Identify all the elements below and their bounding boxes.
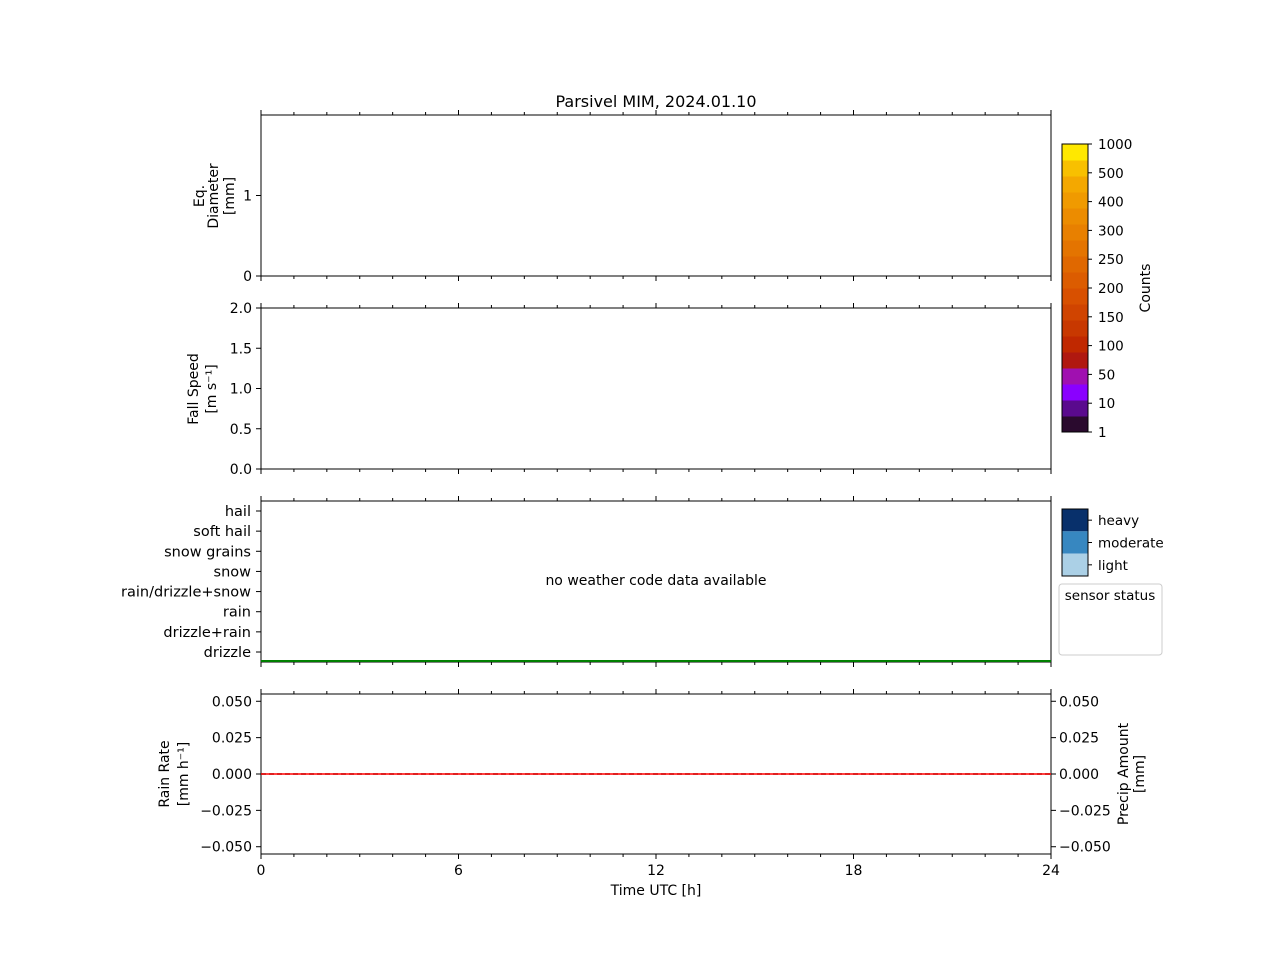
- weathercode-category-label: snow: [214, 564, 252, 580]
- y-tick-label: 0.5: [230, 422, 252, 438]
- weathercode-annotation: no weather code data available: [545, 573, 766, 589]
- y-tick-label: 1.0: [230, 382, 252, 398]
- y-tick-label: 0.025: [212, 731, 252, 747]
- chart-title: Parsivel MIM, 2024.01.10: [555, 92, 756, 111]
- colorbar-segment: [1062, 384, 1088, 401]
- intensity-label: heavy: [1098, 513, 1139, 529]
- weathercode-category-label: soft hail: [193, 524, 251, 540]
- colorbar-segment: [1062, 208, 1088, 225]
- colorbar-tick-label: 400: [1098, 195, 1124, 211]
- colorbar-tick-label: 1: [1098, 425, 1107, 441]
- y-tick-label: 1: [243, 189, 252, 205]
- precip-ylabel-line-2: [mm]: [1132, 755, 1148, 793]
- intensity-label: light: [1098, 558, 1128, 574]
- rainrate-ylabel-line-1: Rain Rate: [157, 740, 173, 807]
- colorbar-segment: [1062, 240, 1088, 257]
- y-tick-label: 2.0: [230, 301, 252, 317]
- diameter-plot-area: [260, 114, 1052, 277]
- y-tick-label: 0.0: [230, 462, 252, 478]
- y-tick-label: 0.000: [212, 767, 252, 783]
- colorbar-segment: [1062, 416, 1088, 433]
- colorbar-tick-label: 250: [1098, 252, 1124, 268]
- intensity-swatch-moderate: [1062, 531, 1088, 554]
- intensity-legend-frame: [1061, 508, 1089, 577]
- colorbar-segment: [1062, 400, 1088, 417]
- colorbar-segment: [1062, 272, 1088, 289]
- x-tick-label: 12: [647, 863, 665, 879]
- fallspeed-ylabel-line-1: Fall Speed: [186, 353, 202, 424]
- x-tick-label: 0: [257, 863, 266, 879]
- colorbar-segment: [1062, 176, 1088, 193]
- intensity-label: moderate: [1098, 536, 1164, 552]
- colorbar-segment: [1062, 160, 1088, 177]
- colorbar-segment: [1062, 288, 1088, 305]
- weathercode-category-label: drizzle+rain: [163, 625, 251, 641]
- colorbar-tick-label: 150: [1098, 310, 1124, 326]
- colorbar-segment: [1062, 144, 1088, 161]
- fallspeed-ylabel-line-2: [m s⁻¹]: [204, 364, 220, 413]
- y-tick-label-right: 0.000: [1059, 767, 1099, 783]
- colorbar-segment: [1062, 256, 1088, 273]
- y-tick-label-right: −0.050: [1059, 840, 1111, 856]
- precip-ylabel-line-1: Precip Amount: [1116, 722, 1132, 825]
- y-tick-label: −0.050: [200, 840, 252, 856]
- colorbar-segment: [1062, 320, 1088, 337]
- x-tick-label: 18: [845, 863, 863, 879]
- colorbar-tick-label: 1000: [1098, 137, 1132, 153]
- colorbar-tick-label: 200: [1098, 281, 1124, 297]
- colorbar-segment: [1062, 336, 1088, 353]
- colorbar-label: Counts: [1138, 264, 1154, 313]
- y-tick-label-right: −0.025: [1059, 803, 1111, 819]
- sensor-legend-box: [1058, 583, 1163, 656]
- colorbar-segment: [1062, 304, 1088, 321]
- colorbar-tick-label: 50: [1098, 367, 1115, 383]
- intensity-swatch-light: [1062, 553, 1088, 576]
- x-axis-label: Time UTC [h]: [610, 883, 702, 899]
- weathercode-category-label: rain/drizzle+snow: [121, 585, 251, 601]
- diameter-ylabel-line-2: Diameter: [206, 163, 222, 229]
- colorbar-tick-label: 300: [1098, 223, 1124, 239]
- colorbar-segment: [1062, 224, 1088, 241]
- colorbar-segment: [1062, 192, 1088, 209]
- weathercode-category-label: rain: [223, 605, 251, 621]
- colorbar-segment: [1062, 368, 1088, 385]
- weathercode-category-label: hail: [225, 504, 251, 520]
- y-tick-label: 0.050: [212, 694, 252, 710]
- x-tick-label: 24: [1042, 863, 1060, 879]
- x-tick-label: 6: [454, 863, 463, 879]
- rainrate-ylabel-line-2: [mm h⁻¹]: [176, 742, 192, 807]
- diameter-ylabel-line-1: Eq.: [192, 185, 208, 207]
- weathercode-category-label: drizzle: [204, 645, 251, 661]
- diameter-ylabel-line-3: [mm]: [222, 177, 238, 215]
- y-tick-label-right: 0.050: [1059, 694, 1099, 710]
- intensity-swatch-heavy: [1062, 509, 1088, 532]
- colorbar-tick-label: 500: [1098, 166, 1124, 182]
- y-tick-label-right: 0.025: [1059, 731, 1099, 747]
- colorbar-tick-label: 10: [1098, 396, 1115, 412]
- colorbar-segment: [1062, 352, 1088, 369]
- y-tick-label: 1.5: [230, 341, 252, 357]
- weathercode-category-label: snow grains: [164, 544, 251, 560]
- colorbar-tick-label: 100: [1098, 339, 1124, 355]
- y-tick-label: 0: [243, 269, 252, 285]
- fallspeed-plot-area: [260, 307, 1052, 470]
- y-tick-label: −0.025: [200, 803, 252, 819]
- sensor-legend-title: sensor status: [1065, 588, 1156, 604]
